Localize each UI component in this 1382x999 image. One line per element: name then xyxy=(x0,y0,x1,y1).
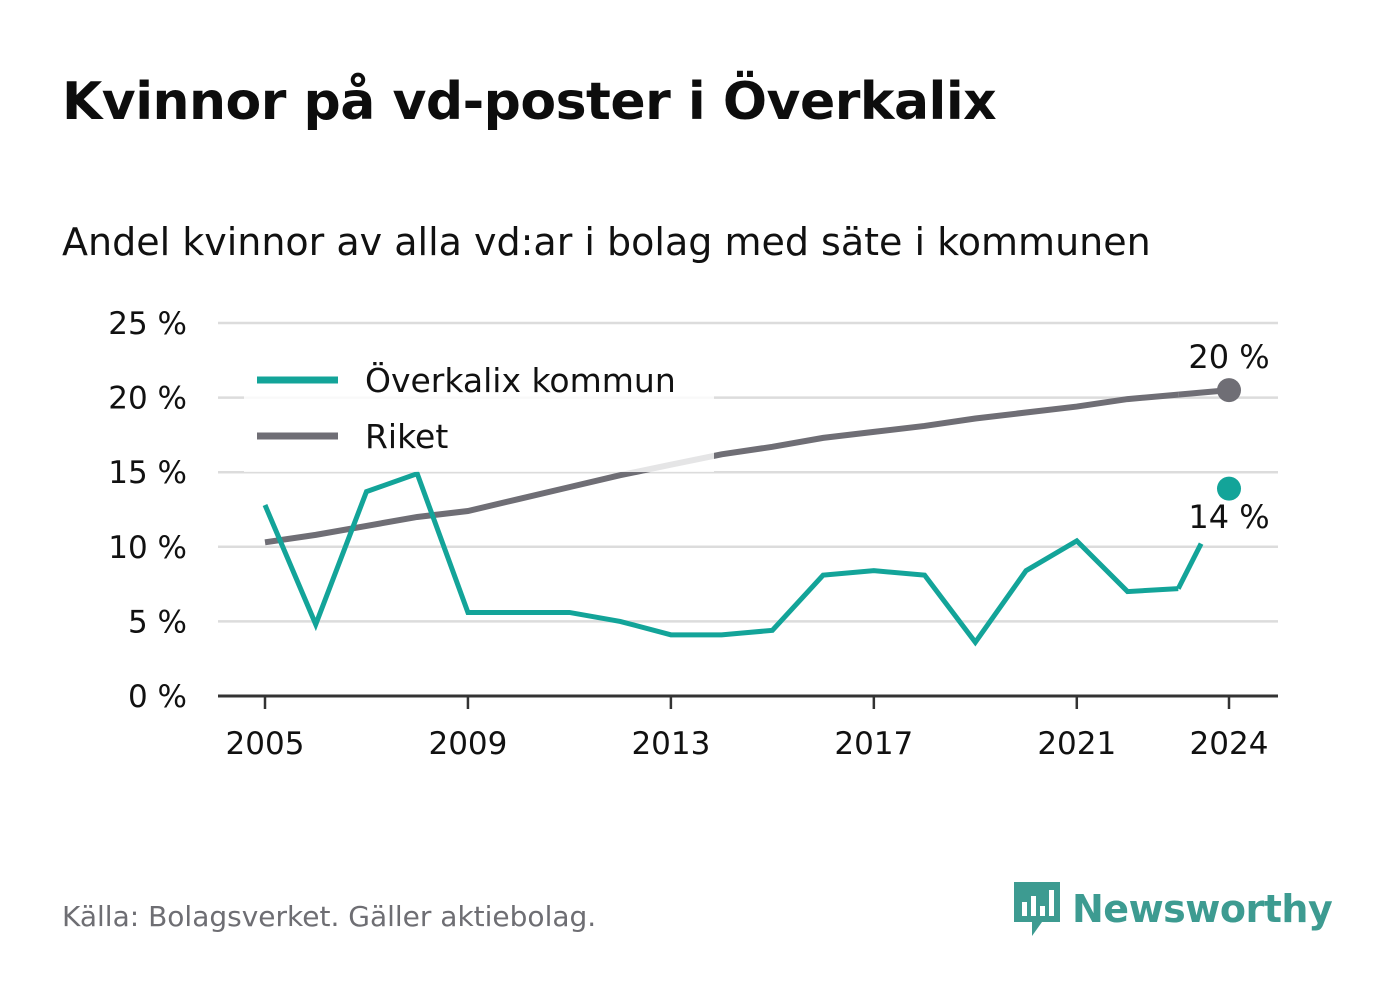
grid-lines xyxy=(218,321,1278,698)
y-tick-label: 20 % xyxy=(108,381,187,417)
x-tick-label: 2005 xyxy=(226,726,305,762)
brand-logo: Newsworthy xyxy=(1012,880,1333,938)
legend-background xyxy=(244,350,714,472)
y-axis-ticks: 0 % 5 % 10 % 15 % 20 % 25 % xyxy=(108,306,187,715)
x-tick-label: 2021 xyxy=(1037,726,1116,762)
x-axis-ticks: 2005 2009 2013 2017 2021 2024 xyxy=(226,696,1269,762)
end-point-riket xyxy=(1217,378,1241,403)
legend-label: Riket xyxy=(365,417,448,456)
y-tick-label: 0 % xyxy=(128,679,187,715)
series-line-overkalix xyxy=(262,470,1179,647)
legend: Överkalix kommun Riket xyxy=(244,350,714,472)
legend-label: Överkalix kommun xyxy=(365,360,676,400)
x-tick-label: 2017 xyxy=(834,726,913,762)
x-tick-label: 2009 xyxy=(428,726,507,762)
series-segment-overkalix xyxy=(1176,542,1204,590)
y-tick-label: 10 % xyxy=(108,530,187,566)
chart-subtitle: Andel kvinnor av alla vd:ar i bolag med … xyxy=(62,220,1151,264)
source-note: Källa: Bolagsverket. Gäller aktiebolag. xyxy=(62,900,597,933)
chart-title: Kvinnor på vd-poster i Överkalix xyxy=(62,72,997,132)
y-tick-label: 15 % xyxy=(108,455,187,491)
x-tick-label: 2013 xyxy=(631,726,710,762)
x-tick-label: 2024 xyxy=(1190,726,1269,762)
end-labels: 20 % 14 % xyxy=(1188,338,1269,536)
brand-name: Newsworthy xyxy=(1072,887,1333,931)
end-label: 14 % xyxy=(1188,498,1269,536)
series-lines xyxy=(262,378,1241,647)
y-tick-label: 5 % xyxy=(128,604,187,640)
end-point-overkalix xyxy=(1217,476,1241,501)
series-line-riket xyxy=(264,391,1179,546)
end-label: 20 % xyxy=(1188,338,1269,376)
y-tick-label: 25 % xyxy=(108,306,187,342)
newsworthy-icon xyxy=(1014,882,1060,936)
